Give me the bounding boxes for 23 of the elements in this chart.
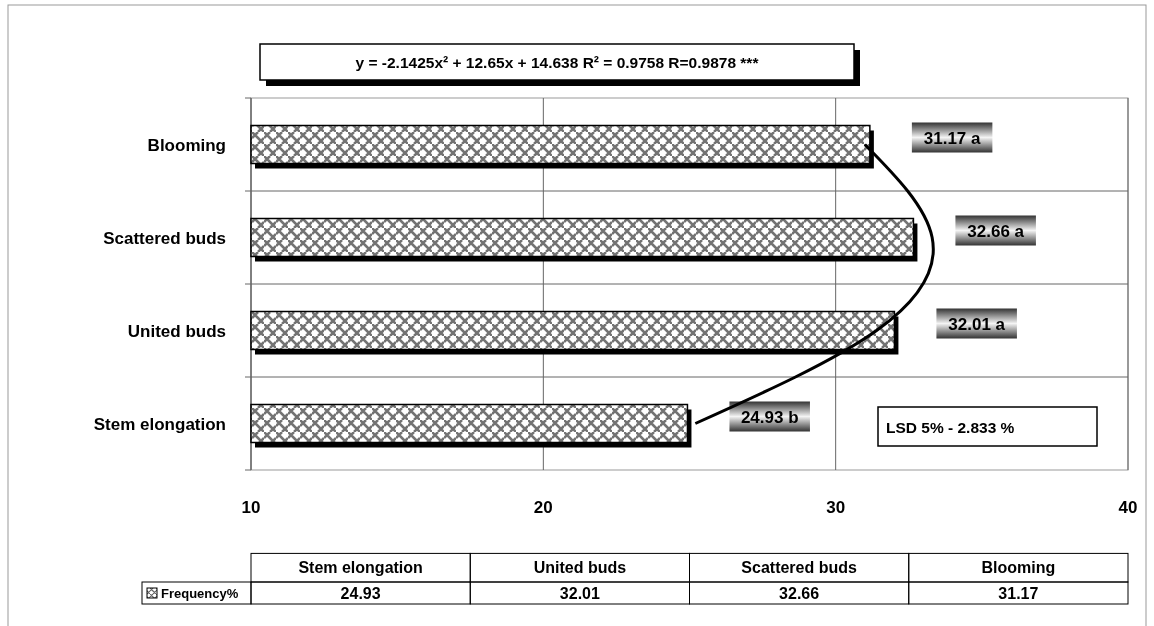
category-label: Stem elongation: [298, 559, 423, 576]
annotation: LSD 5% - 2.833 %: [886, 419, 1015, 436]
category-label: Scattered buds: [741, 559, 858, 576]
text-box: LSD 5% - 2.833 %: [877, 406, 1098, 447]
data-label: 32.66: [779, 585, 820, 602]
y-tick-label: Stem elongation: [93, 414, 226, 434]
data-label: 32.01 a: [948, 314, 1006, 334]
x-tick-label: 40: [1118, 498, 1138, 517]
category-label: Blooming: [981, 559, 1056, 576]
y-tick-label: Scattered buds: [103, 228, 226, 248]
data-label: 32.01: [559, 585, 600, 602]
x-tick-label: 20: [533, 498, 553, 517]
y-tick-label: Blooming: [147, 135, 226, 155]
data-label: 32.66 a: [967, 221, 1025, 241]
category-label: United buds: [533, 559, 627, 576]
x-tick-label: 30: [826, 498, 846, 517]
data-label: 24.93: [340, 585, 381, 602]
x-tick-label: 10: [241, 498, 261, 517]
data-label: 31.17: [998, 585, 1039, 602]
legend-label: Frequency%: [161, 586, 239, 601]
data-label: 24.93 b: [740, 407, 799, 427]
y-tick-label: United buds: [127, 321, 226, 341]
data-label: 31.17 a: [923, 128, 982, 148]
